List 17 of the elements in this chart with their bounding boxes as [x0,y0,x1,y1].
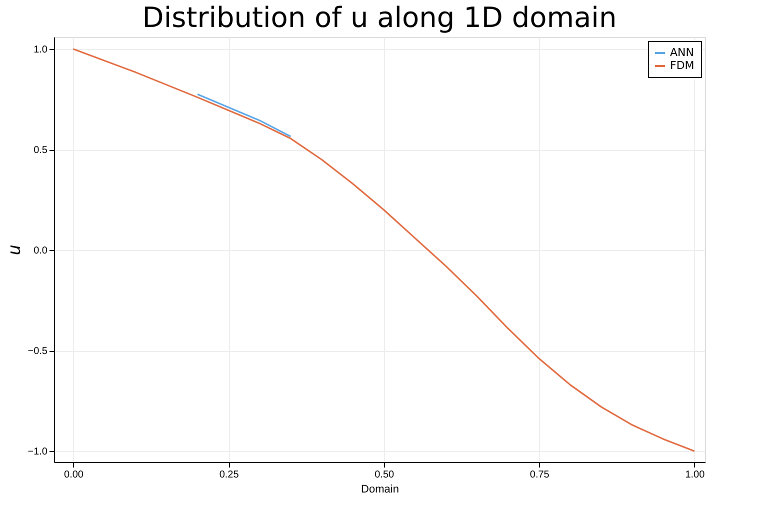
chart-title: Distribution of u along 1D domain [142,1,617,34]
x-tick-label: 0.00 [64,470,84,480]
legend-label: ANN [670,46,694,59]
y-axis-title: u [4,244,24,256]
x-tick-label: 0.25 [219,470,240,480]
x-tick-label: 0.50 [374,470,395,480]
y-tick-label: −1.0 [28,446,48,458]
y-tick-label: 1.0 [34,44,48,56]
line-series [72,48,696,452]
y-tick-label: −0.5 [28,346,48,358]
y-tick-label: 0.0 [34,246,48,257]
x-tick-label: 1.00 [685,470,706,480]
line-series [196,93,292,138]
y-tick-label: 0.5 [34,145,48,156]
x-tick-label: 0.75 [530,470,550,480]
x-axis-title: Domain [361,484,399,496]
legend-label: FDM [670,59,694,72]
